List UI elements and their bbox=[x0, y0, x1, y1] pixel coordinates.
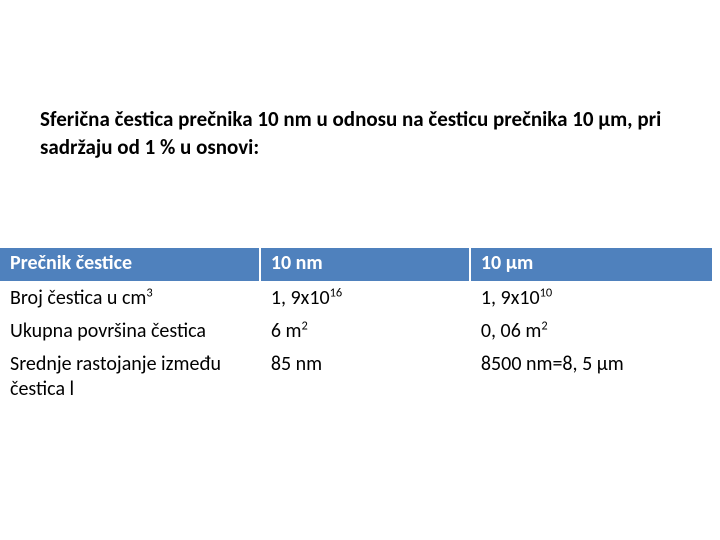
table-body: Broj čestica u cm3 1, 9x1016 1, 9x1010 U… bbox=[0, 282, 712, 407]
table-row: Broj čestica u cm3 1, 9x1016 1, 9x1010 bbox=[0, 282, 712, 316]
table-cell-value: 1, 9x1016 bbox=[260, 282, 470, 316]
table-cell-value: 6 m2 bbox=[260, 316, 470, 349]
table-cell-label: Srednje rastojanje između čestica l bbox=[0, 349, 260, 407]
table-cell-label: Ukupna površina čestica bbox=[0, 316, 260, 349]
comparison-table: Prečnik čestice 10 nm 10 μm Broj čestica… bbox=[0, 248, 712, 407]
table-cell-value: 85 nm bbox=[260, 349, 470, 407]
title-block: Sferična čestica prečnika 10 nm u odnosu… bbox=[40, 105, 680, 162]
page-title: Sferična čestica prečnika 10 nm u odnosu… bbox=[40, 105, 680, 162]
table-header-cell: 10 nm bbox=[260, 248, 470, 282]
table-cell-value: 1, 9x1010 bbox=[470, 282, 712, 316]
table-row: Ukupna površina čestica 6 m2 0, 06 m2 bbox=[0, 316, 712, 349]
slide: Sferična čestica prečnika 10 nm u odnosu… bbox=[0, 0, 720, 540]
table-cell-value: 0, 06 m2 bbox=[470, 316, 712, 349]
table-header-row: Prečnik čestice 10 nm 10 μm bbox=[0, 248, 712, 282]
table-cell-label: Broj čestica u cm3 bbox=[0, 282, 260, 316]
table-header-cell: Prečnik čestice bbox=[0, 248, 260, 282]
table-cell-value: 8500 nm=8, 5 μm bbox=[470, 349, 712, 407]
table-row: Srednje rastojanje između čestica l 85 n… bbox=[0, 349, 712, 407]
comparison-table-wrap: Prečnik čestice 10 nm 10 μm Broj čestica… bbox=[0, 248, 712, 407]
table-header-cell: 10 μm bbox=[470, 248, 712, 282]
